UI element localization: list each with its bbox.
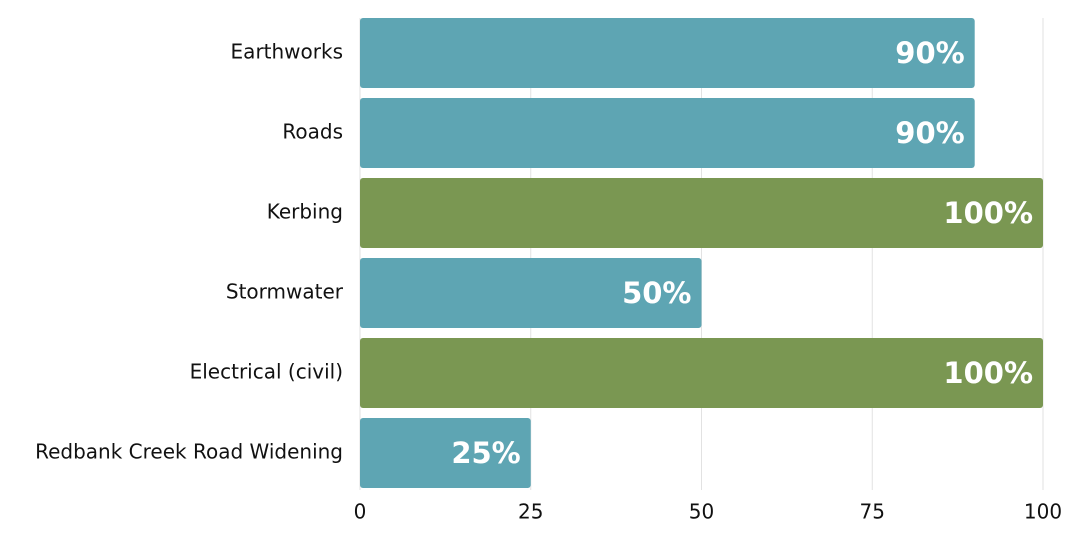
x-tick-label: 0 [354, 500, 367, 524]
value-label: 100% [943, 356, 1033, 390]
x-tick-label: 25 [518, 500, 543, 524]
value-label: 50% [622, 276, 691, 310]
bar [360, 178, 1043, 248]
y-tick-label: Redbank Creek Road Widening [35, 440, 343, 464]
bar [360, 258, 702, 328]
y-tick-label: Kerbing [267, 200, 343, 224]
value-label: 25% [451, 436, 520, 470]
value-label: 90% [895, 116, 964, 150]
bar [360, 338, 1043, 408]
x-tick-label: 50 [689, 500, 714, 524]
y-tick-label: Roads [282, 120, 343, 144]
value-label: 100% [943, 196, 1033, 230]
x-tick-label: 75 [860, 500, 885, 524]
y-tick-label: Electrical (civil) [190, 360, 343, 384]
y-tick-label: Earthworks [231, 40, 343, 64]
bar [360, 418, 531, 488]
bar [360, 18, 975, 88]
y-tick-label: Stormwater [226, 280, 344, 304]
value-label: 90% [895, 36, 964, 70]
bar [360, 98, 975, 168]
x-tick-label: 100 [1024, 500, 1062, 524]
